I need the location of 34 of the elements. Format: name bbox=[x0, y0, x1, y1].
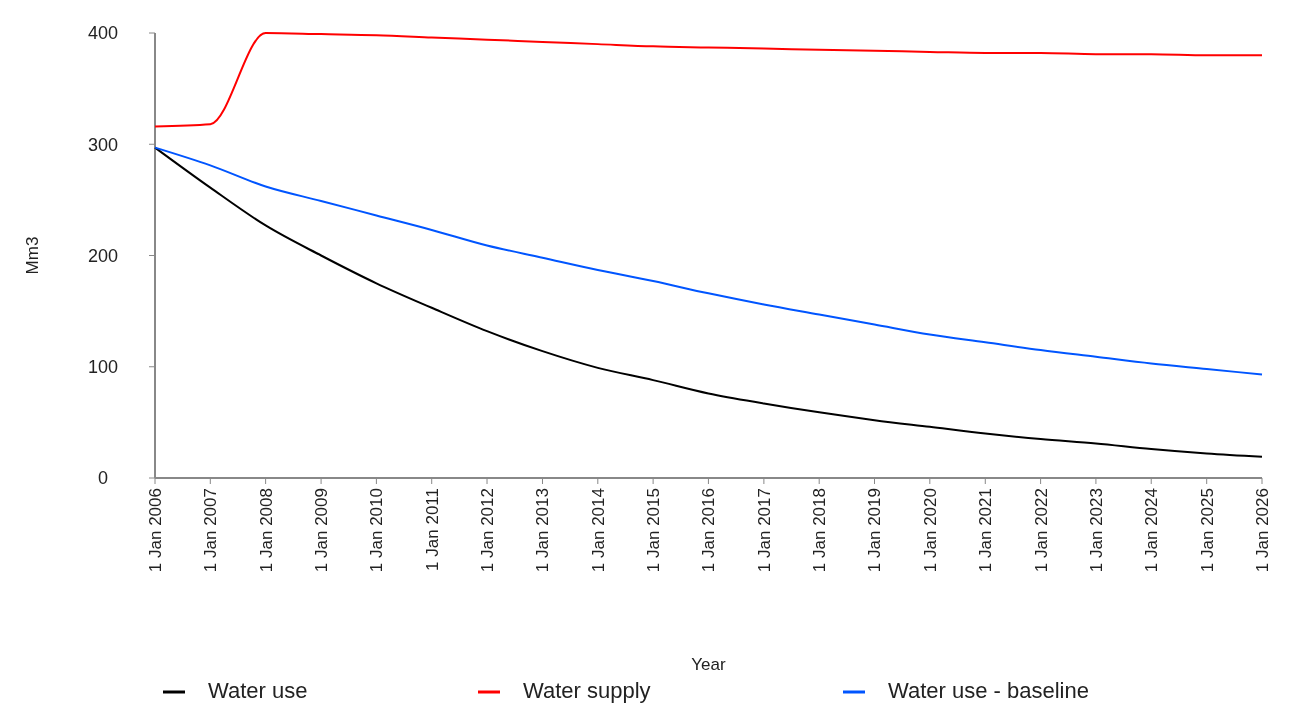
x-tick-label: 1 Jan 2019 bbox=[865, 488, 885, 573]
x-tick-label: 1 Jan 2006 bbox=[145, 488, 165, 573]
x-axis-title: Year bbox=[691, 655, 727, 674]
y-tick-label: 100 bbox=[87, 357, 119, 378]
legend-label: Water use bbox=[208, 678, 308, 703]
x-tick-label: 1 Jan 2009 bbox=[312, 488, 332, 573]
legend-label: Water supply bbox=[523, 678, 651, 703]
x-tick-label: 1 Jan 2013 bbox=[533, 488, 553, 573]
x-tick-label: 1 Jan 2010 bbox=[367, 488, 387, 573]
y-axis-title: Mm3 bbox=[23, 236, 42, 275]
x-tick-label: 1 Jan 2021 bbox=[976, 488, 996, 573]
x-tick-label: 1 Jan 2008 bbox=[256, 488, 276, 573]
x-tick-label: 1 Jan 2012 bbox=[477, 488, 497, 573]
x-tick-label: 1 Jan 2015 bbox=[644, 488, 664, 573]
x-tick-label: 1 Jan 2014 bbox=[588, 488, 608, 573]
line-series bbox=[154, 146, 1263, 458]
x-tick-label: 1 Jan 2018 bbox=[810, 488, 830, 573]
x-tick-label: 1 Jan 2007 bbox=[201, 488, 221, 573]
line-series bbox=[154, 32, 1263, 128]
line-series bbox=[154, 146, 1263, 376]
y-tick-label: 300 bbox=[87, 134, 119, 155]
x-tick-label: 1 Jan 2011 bbox=[422, 488, 442, 571]
x-tick-label: 1 Jan 2024 bbox=[1142, 488, 1162, 573]
y-tick-label: 200 bbox=[87, 245, 119, 266]
x-tick-label: 1 Jan 2022 bbox=[1031, 488, 1051, 573]
x-tick-label: 1 Jan 2023 bbox=[1086, 488, 1106, 573]
x-tick-label: 1 Jan 2020 bbox=[920, 488, 940, 573]
x-tick-label: 1 Jan 2025 bbox=[1197, 488, 1217, 573]
x-tick-label: 1 Jan 2026 bbox=[1252, 488, 1272, 573]
legend-label: Water use - baseline bbox=[888, 678, 1089, 703]
x-tick-label: 1 Jan 2016 bbox=[699, 488, 719, 573]
y-tick-label: 400 bbox=[87, 23, 119, 44]
x-tick-label: 1 Jan 2017 bbox=[754, 488, 774, 573]
y-tick-label: 0 bbox=[97, 468, 109, 489]
